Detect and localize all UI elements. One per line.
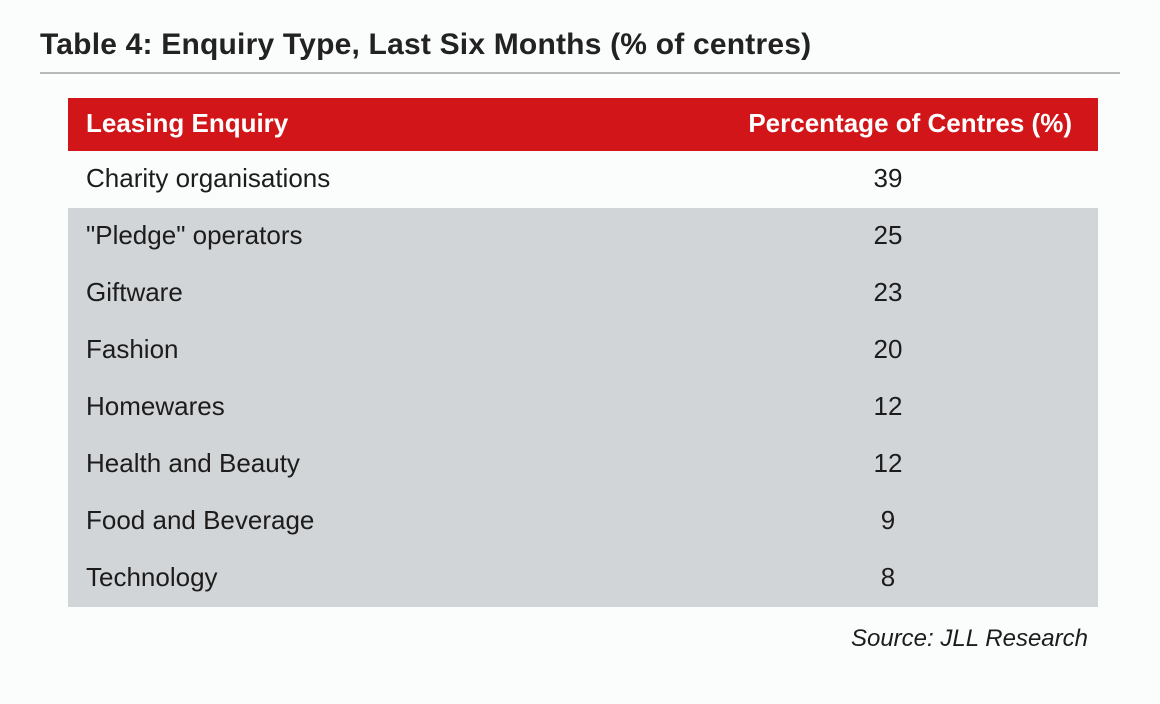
title-divider [40, 72, 1120, 74]
cell-pct: 20 [678, 322, 1098, 379]
cell-pct: 12 [678, 379, 1098, 436]
cell-pct: 25 [678, 208, 1098, 265]
table-container: Leasing Enquiry Percentage of Centres (%… [68, 98, 1098, 607]
table-title: Table 4: Enquiry Type, Last Six Months (… [40, 28, 1120, 62]
table-row: Technology 8 [68, 550, 1098, 607]
table-row: Food and Beverage 9 [68, 493, 1098, 550]
cell-enquiry: Homewares [68, 379, 678, 436]
header-percentage: Percentage of Centres (%) [678, 98, 1098, 151]
cell-pct: 8 [678, 550, 1098, 607]
table-row: Health and Beauty 12 [68, 436, 1098, 493]
cell-pct: 39 [678, 151, 1098, 208]
cell-pct: 23 [678, 265, 1098, 322]
cell-pct: 9 [678, 493, 1098, 550]
cell-enquiry: Fashion [68, 322, 678, 379]
table-header-row: Leasing Enquiry Percentage of Centres (%… [68, 98, 1098, 151]
cell-enquiry: Charity organisations [68, 151, 678, 208]
table-row: "Pledge" operators 25 [68, 208, 1098, 265]
cell-enquiry: Food and Beverage [68, 493, 678, 550]
table-row: Charity organisations 39 [68, 151, 1098, 208]
table-row: Fashion 20 [68, 322, 1098, 379]
cell-enquiry: "Pledge" operators [68, 208, 678, 265]
table-row: Homewares 12 [68, 379, 1098, 436]
enquiry-table: Leasing Enquiry Percentage of Centres (%… [68, 98, 1098, 607]
cell-enquiry: Health and Beauty [68, 436, 678, 493]
cell-enquiry: Giftware [68, 265, 678, 322]
cell-pct: 12 [678, 436, 1098, 493]
header-leasing-enquiry: Leasing Enquiry [68, 98, 678, 151]
source-attribution: Source: JLL Research [68, 625, 1098, 653]
cell-enquiry: Technology [68, 550, 678, 607]
table-row: Giftware 23 [68, 265, 1098, 322]
